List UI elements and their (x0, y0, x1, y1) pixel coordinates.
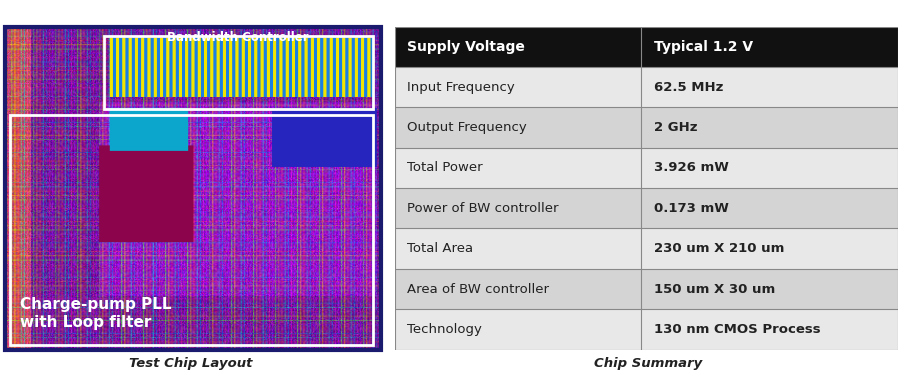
Text: 3.926 mW: 3.926 mW (654, 162, 728, 174)
Text: Total Area: Total Area (407, 242, 473, 255)
Bar (104, 36, 374, 109)
Text: Input Frequency: Input Frequency (407, 81, 515, 93)
Text: 150 um X 30 um: 150 um X 30 um (654, 283, 775, 296)
Text: 230 um X 210 um: 230 um X 210 um (654, 242, 785, 255)
Bar (395, 27, 898, 67)
Text: Area of BW controller: Area of BW controller (407, 283, 549, 296)
Bar (395, 269, 898, 309)
Text: Test Chip Layout: Test Chip Layout (129, 358, 252, 370)
Text: Power of BW controller: Power of BW controller (407, 202, 559, 215)
Bar (395, 148, 898, 188)
Bar (395, 108, 898, 148)
Text: Output Frequency: Output Frequency (407, 121, 527, 134)
Bar (395, 188, 898, 228)
Text: Supply Voltage: Supply Voltage (407, 40, 525, 54)
Text: Charge-pump PLL
with Loop filter: Charge-pump PLL with Loop filter (20, 297, 171, 330)
Text: Bandwidth Controller: Bandwidth Controller (167, 32, 308, 44)
Text: Typical 1.2 V: Typical 1.2 V (654, 40, 753, 54)
Text: Total Power: Total Power (407, 162, 483, 174)
Text: Chip Summary: Chip Summary (594, 358, 703, 370)
Bar (395, 67, 898, 108)
Bar (395, 228, 898, 269)
Text: 2 GHz: 2 GHz (654, 121, 697, 134)
Bar (10, 116, 374, 345)
Text: 62.5 MHz: 62.5 MHz (654, 81, 723, 93)
Text: 0.173 mW: 0.173 mW (654, 202, 728, 215)
Text: Technology: Technology (407, 323, 482, 336)
Text: 130 nm CMOS Process: 130 nm CMOS Process (654, 323, 821, 336)
Bar (395, 309, 898, 350)
